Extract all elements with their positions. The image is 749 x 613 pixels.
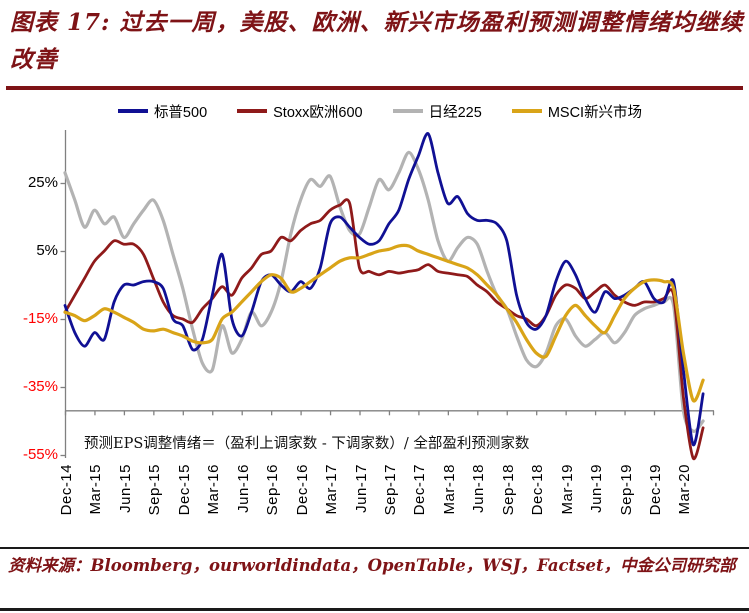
series-line-MSCI新兴市场: [63, 243, 705, 403]
legend-swatch-icon: [237, 108, 268, 114]
y-tick-label: 5%: [36, 242, 58, 259]
x-tick-label: Dec-18: [529, 464, 547, 516]
legend-item-MSCI新兴市场: MSCI新兴市场: [511, 101, 643, 122]
x-tick-label: Sep-19: [617, 464, 635, 516]
legend-swatch-icon: [392, 108, 423, 114]
x-tick-label: Sep-17: [381, 464, 399, 516]
x-tick-label: Mar-19: [558, 464, 576, 515]
x-tick-label: Mar-16: [205, 464, 223, 515]
x-tick-label: Mar-18: [440, 464, 458, 515]
legend-label: Stoxx欧洲600: [273, 104, 363, 121]
x-tick-label: Dec-14: [58, 464, 75, 516]
legend-swatch-icon: [117, 108, 148, 114]
title-divider: [6, 86, 743, 90]
footer-divider-bottom: [0, 608, 749, 611]
x-tick-label: Jun-16: [234, 464, 252, 513]
footer-divider-top: [0, 547, 749, 549]
x-tick-label: Sep-16: [264, 464, 282, 516]
series-line-标普500: [63, 132, 705, 447]
legend-item-Stoxx欧洲600: Stoxx欧洲600: [237, 101, 363, 122]
legend-label: MSCI新兴市场: [547, 104, 643, 121]
y-tick-label: -55%: [22, 446, 58, 463]
source-note: 资料来源：Bloomberg，ourworldindata，OpenTable，…: [8, 556, 736, 575]
x-tick-label: Mar-20: [676, 464, 694, 515]
figure-title: 图表 17: 过去一周，美股、欧洲、新兴市场盈利预测调整情绪均继续改善: [10, 9, 744, 73]
legend-swatch-icon: [511, 108, 542, 114]
legend-label: 日经225: [428, 104, 482, 121]
x-tick-label: Dec-16: [293, 464, 311, 516]
legend-item-日经225: 日经225: [392, 101, 482, 122]
formula-annotation: 预测EPS调整情绪＝（盈利上调家数 - 下调家数）/ 全部盈利预测家数: [84, 436, 530, 452]
x-tick-label: Sep-18: [499, 464, 517, 516]
x-tick-label: Jun-19: [588, 464, 606, 513]
x-tick-label: Mar-17: [323, 464, 341, 515]
y-tick-label: 25%: [27, 174, 58, 191]
legend-label: 标普500: [153, 104, 208, 121]
x-tick-label: Jun-17: [352, 464, 370, 513]
y-tick-label: -15%: [22, 310, 58, 327]
x-tick-label: Jun-15: [116, 464, 134, 513]
x-tick-label: Sep-15: [146, 464, 164, 516]
x-tick-label: Mar-15: [87, 464, 105, 515]
legend-item-标普500: 标普500: [117, 101, 208, 122]
chart-legend: 标普500 Stoxx欧洲600 日经225 MSCI新兴市场: [60, 100, 700, 122]
x-tick-label: Dec-17: [411, 464, 429, 516]
y-tick-label: -35%: [22, 378, 58, 395]
x-tick-label: Dec-19: [647, 464, 664, 516]
x-tick-label: Jun-18: [470, 464, 488, 513]
x-tick-label: Dec-15: [175, 464, 193, 516]
series-line-日经225: [63, 150, 705, 433]
